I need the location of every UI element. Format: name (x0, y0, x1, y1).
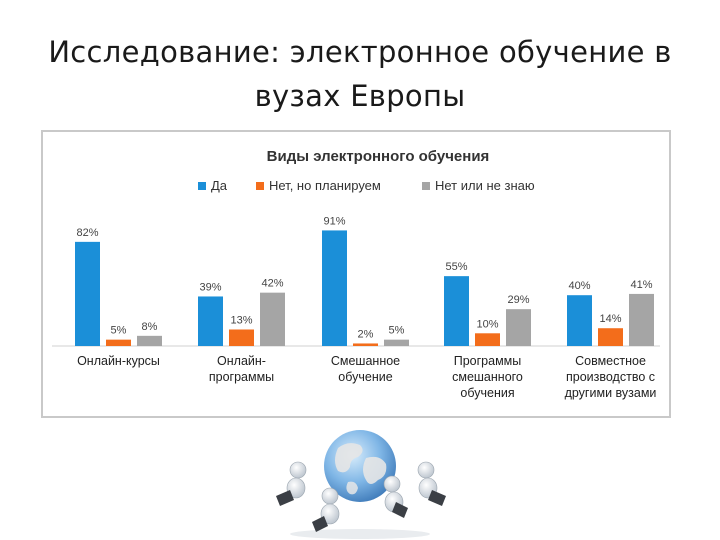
bar (475, 333, 500, 346)
data-label: 5% (111, 325, 127, 337)
legend-label: Нет или не знаю (435, 178, 535, 193)
data-label: 82% (76, 227, 98, 239)
data-label: 41% (630, 279, 652, 291)
legend-swatch (422, 182, 430, 190)
data-label: 91% (323, 215, 345, 227)
data-label: 5% (389, 325, 405, 337)
globe-with-people-laptops-icon (276, 430, 446, 539)
category-label: Программы (454, 354, 522, 368)
data-label: 10% (476, 318, 498, 330)
category-label: другими вузами (565, 386, 657, 400)
bar (444, 276, 469, 346)
category-label: программы (209, 370, 274, 384)
bar (198, 296, 223, 346)
category-label: Смешанное (331, 354, 400, 368)
legend-label: Да (211, 178, 228, 193)
data-label: 2% (358, 328, 374, 340)
bar (629, 293, 654, 346)
bar (567, 295, 592, 346)
bar (353, 343, 378, 346)
category-label: обучения (460, 386, 514, 400)
chart-frame (41, 130, 671, 418)
bar (506, 309, 531, 346)
slide-title: Исследование: электронное обучение в вуз… (48, 35, 672, 113)
bar (260, 292, 285, 346)
data-label: 14% (599, 313, 621, 325)
category-label: производство с (566, 370, 655, 384)
data-label: 42% (261, 278, 283, 290)
bar (229, 329, 254, 346)
bar (75, 241, 100, 346)
data-label: 55% (445, 261, 467, 273)
bar (384, 339, 409, 346)
category-label: Онлайн-курсы (77, 354, 160, 368)
category-label: Совместное (575, 354, 646, 368)
bar (137, 335, 162, 346)
category-label: обучение (338, 370, 392, 384)
legend-swatch (198, 182, 206, 190)
data-label: 29% (507, 294, 529, 306)
chart-title: Виды электронного обучения (267, 148, 490, 165)
legend-label: Нет, но планируем (269, 178, 381, 193)
data-label: 40% (568, 280, 590, 292)
legend-swatch (256, 182, 264, 190)
bar (598, 328, 623, 346)
bar (322, 230, 347, 346)
data-label: 8% (142, 321, 158, 333)
category-label: смешанного (452, 370, 523, 384)
category-label: Онлайн- (217, 354, 266, 368)
data-label: 13% (230, 314, 252, 326)
data-label: 39% (199, 281, 221, 293)
bar (106, 339, 131, 346)
